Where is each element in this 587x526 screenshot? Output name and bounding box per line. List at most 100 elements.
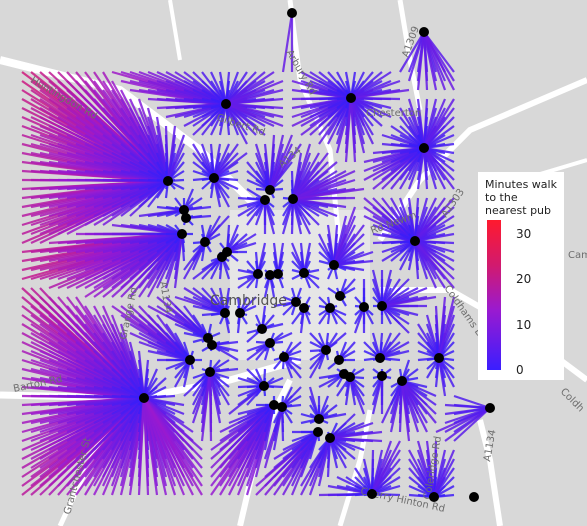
pub-marker: [265, 270, 275, 280]
walk-line: [414, 223, 455, 243]
chesterton-label: Chesterton: [366, 108, 421, 119]
pub-marker: [313, 427, 323, 437]
walk-line: [333, 263, 365, 272]
walk-line: [329, 437, 356, 460]
walk-line: [224, 103, 231, 136]
walk-line: [292, 169, 356, 201]
walk-line: [225, 79, 284, 106]
walk-line: [422, 147, 438, 190]
walk-line: [423, 147, 446, 190]
walk-line: [414, 239, 455, 254]
walk-line: [208, 371, 213, 442]
walk-line: [292, 161, 338, 200]
legend-tick-label: 10: [516, 317, 532, 332]
walk-line: [381, 304, 419, 317]
walk-line: [225, 102, 284, 128]
walk-line: [401, 380, 428, 433]
legend-tick: [502, 233, 508, 235]
walk-line: [225, 97, 284, 106]
pub-marker: [299, 268, 309, 278]
cam-label: Cam: [568, 250, 587, 261]
pub-marker: [397, 376, 407, 386]
walk-line: [208, 371, 222, 424]
walk-line: [423, 142, 455, 150]
walk-line: [142, 397, 168, 496]
walk-line: [422, 31, 447, 91]
walk-line: [413, 240, 438, 289]
pub-marker: [377, 301, 387, 311]
pub-marker: [434, 353, 444, 363]
walk-line: [413, 240, 420, 280]
pub-marker: [314, 414, 324, 424]
walk-line: [349, 97, 357, 163]
pub-marker: [259, 381, 269, 391]
walk-line: [173, 233, 184, 289]
pub-marker: [335, 291, 345, 301]
walk-line: [414, 232, 455, 243]
walk-line: [143, 396, 185, 407]
pub-marker: [220, 308, 230, 318]
walk-line: [437, 357, 447, 397]
walk-line: [423, 133, 455, 150]
walk-line: [350, 97, 383, 127]
legend-tick: [502, 370, 508, 371]
walk-line: [200, 371, 212, 442]
pub-marker: [257, 324, 267, 334]
walk-line: [225, 71, 275, 105]
walk-line: [453, 407, 491, 442]
pub-marker: [217, 252, 227, 262]
pub-marker: [265, 185, 275, 195]
walk-line: [423, 146, 455, 155]
walk-line: [269, 143, 302, 191]
pub-marker: [325, 433, 335, 443]
walk-line: [263, 404, 276, 451]
walk-line: [329, 437, 347, 469]
pub-marker: [185, 355, 195, 365]
walk-line: [326, 437, 332, 478]
walk-line: [348, 376, 366, 415]
pub-marker: [269, 400, 279, 410]
walk-line: [143, 397, 203, 496]
walk-line: [142, 397, 150, 496]
walk-line: [453, 403, 491, 410]
walk-line: [407, 31, 426, 82]
pub-marker: [221, 99, 231, 109]
pub-marker: [359, 302, 369, 312]
walk-line: [292, 196, 356, 201]
pub-marker: [375, 353, 385, 363]
walk-line: [142, 397, 177, 496]
walk-line: [414, 240, 455, 262]
walk-line: [400, 380, 420, 433]
walk-line: [401, 380, 437, 424]
walk-line: [272, 406, 284, 451]
pub-marker: [429, 492, 439, 502]
walk-line: [329, 430, 383, 440]
walk-lines-layer: [21, 12, 491, 499]
pub-marker: [377, 371, 387, 381]
walk-line: [350, 88, 410, 100]
pubs-layer: [139, 8, 495, 502]
pub-marker: [419, 27, 429, 37]
walk-line: [333, 233, 365, 266]
walk-line: [400, 380, 411, 442]
walk-line: [453, 406, 491, 416]
walk-line: [143, 397, 194, 496]
walk-line: [414, 239, 455, 245]
walk-line: [333, 242, 365, 266]
pub-marker: [287, 8, 297, 18]
walk-line: [291, 198, 303, 235]
pub-marker: [288, 194, 298, 204]
walk-line: [371, 375, 384, 415]
pub-marker: [235, 308, 245, 318]
pub-marker: [419, 143, 429, 153]
walk-line: [381, 305, 410, 334]
pub-marker: [139, 393, 149, 403]
pub-marker: [260, 195, 270, 205]
walk-line: [211, 344, 239, 361]
pub-marker: [346, 93, 356, 103]
pub-marker: [291, 297, 301, 307]
walk-line: [398, 380, 404, 433]
pub-marker: [205, 367, 215, 377]
walk-line: [350, 96, 401, 101]
